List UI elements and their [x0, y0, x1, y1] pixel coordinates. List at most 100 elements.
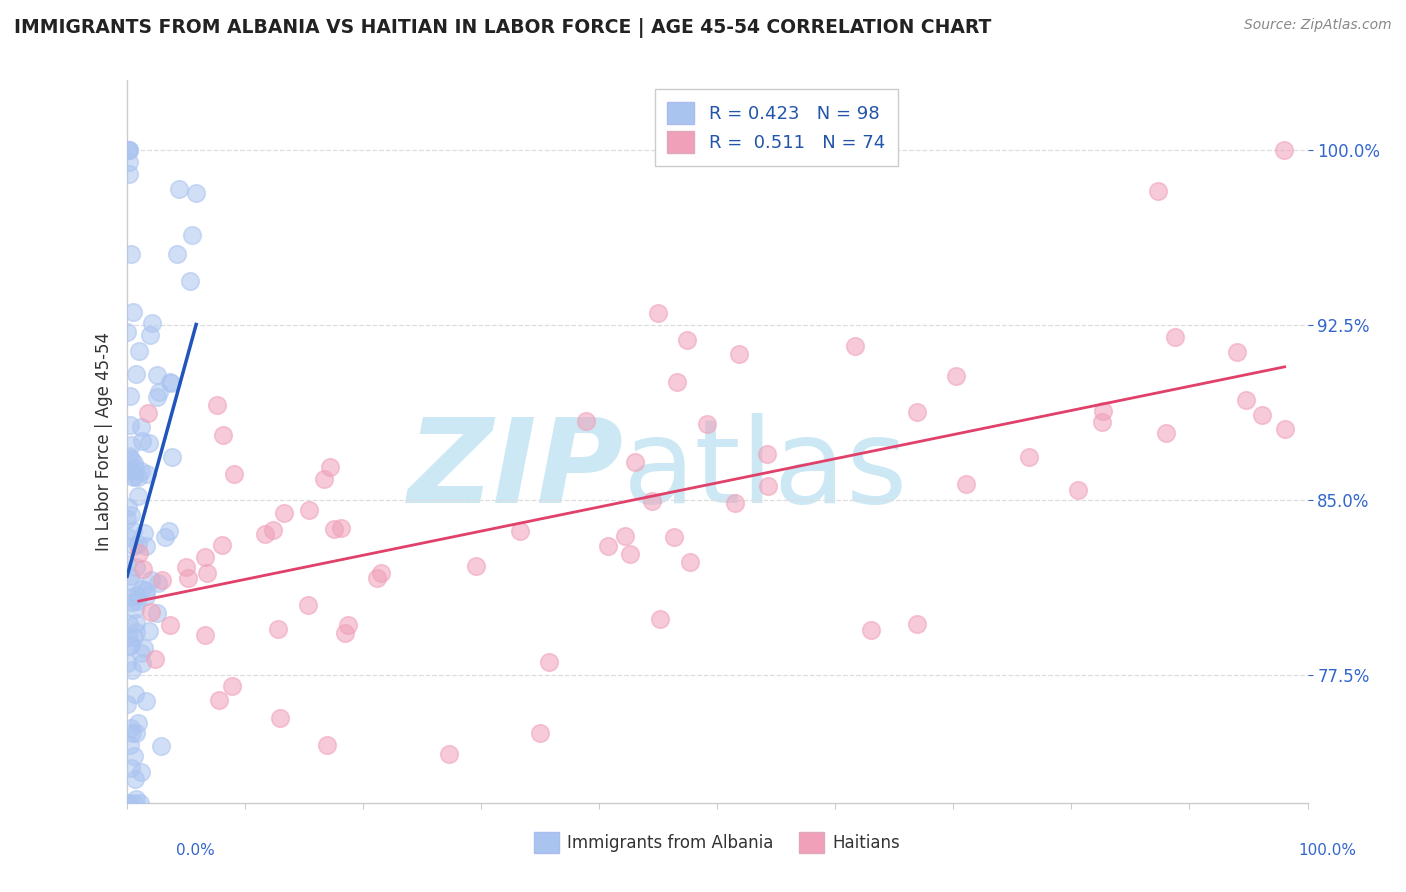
Point — [120, 463, 142, 477]
Point — [955, 477, 977, 491]
Point — [905, 616, 928, 631]
Point — [127, 589, 149, 603]
Point — [120, 639, 142, 653]
Point — [115, 325, 138, 339]
Point — [124, 601, 146, 615]
Point — [907, 405, 929, 419]
Point — [370, 566, 392, 581]
Point — [135, 694, 157, 708]
Point — [118, 389, 141, 403]
Point — [1091, 404, 1114, 418]
Point — [141, 316, 163, 330]
Point — [323, 522, 346, 536]
Point — [122, 524, 145, 539]
Point — [118, 143, 141, 157]
Point — [728, 347, 751, 361]
Point — [115, 796, 138, 810]
Point — [131, 434, 153, 448]
Point — [127, 593, 149, 607]
Point — [120, 452, 142, 467]
Point — [141, 606, 163, 620]
Point — [134, 526, 156, 541]
Point — [122, 575, 145, 590]
Point — [1274, 422, 1296, 436]
Point — [128, 796, 150, 810]
Point — [145, 606, 167, 620]
Point — [127, 489, 149, 503]
Point — [121, 247, 143, 261]
Point — [139, 573, 162, 587]
Point — [336, 617, 359, 632]
Point — [159, 617, 181, 632]
Point — [211, 538, 233, 552]
Text: ZIP: ZIP — [406, 413, 623, 528]
Point — [297, 598, 319, 612]
Point — [224, 467, 246, 481]
Point — [118, 417, 141, 432]
Point — [120, 761, 142, 775]
Point — [118, 167, 141, 181]
Point — [131, 420, 153, 434]
Point — [125, 726, 148, 740]
Point — [253, 527, 276, 541]
Point — [647, 306, 669, 320]
Point — [120, 738, 142, 752]
Point — [150, 573, 173, 587]
Point — [115, 512, 138, 526]
Point — [269, 711, 291, 725]
Point — [945, 369, 967, 384]
Point — [335, 626, 357, 640]
Point — [724, 496, 747, 510]
Point — [129, 464, 152, 478]
Point — [125, 560, 148, 574]
Point — [509, 524, 531, 539]
Point — [596, 539, 619, 553]
Point — [207, 399, 229, 413]
Point — [117, 630, 139, 644]
Point — [166, 247, 188, 261]
Point — [1018, 450, 1040, 464]
Point — [614, 529, 637, 543]
Point — [1272, 143, 1295, 157]
Point — [120, 437, 142, 451]
Point — [676, 333, 699, 347]
Point — [124, 772, 146, 787]
Point — [124, 456, 146, 470]
Point — [129, 764, 152, 779]
Text: 0.0%: 0.0% — [176, 843, 215, 858]
Point — [122, 304, 145, 318]
Point — [146, 575, 169, 590]
Point — [135, 467, 157, 482]
Text: IMMIGRANTS FROM ALBANIA VS HAITIAN IN LABOR FORCE | AGE 45-54 CORRELATION CHART: IMMIGRANTS FROM ALBANIA VS HAITIAN IN LA… — [14, 18, 991, 37]
Point — [756, 447, 779, 461]
Point — [135, 583, 157, 598]
Text: 100.0%: 100.0% — [1299, 843, 1357, 858]
Point — [118, 616, 141, 631]
Point — [650, 612, 672, 626]
Point — [118, 568, 141, 582]
Point — [262, 523, 284, 537]
Point — [125, 625, 148, 640]
Point — [138, 328, 160, 343]
Point — [122, 749, 145, 764]
Point — [115, 656, 138, 670]
Point — [1091, 415, 1114, 429]
Text: Source: ZipAtlas.com: Source: ZipAtlas.com — [1244, 18, 1392, 32]
Point — [131, 582, 153, 597]
Point — [120, 721, 142, 735]
Point — [186, 186, 208, 201]
Point — [149, 739, 172, 753]
Point — [1234, 392, 1257, 407]
Point — [180, 228, 202, 243]
Point — [120, 590, 142, 604]
Point — [125, 615, 148, 630]
Point — [117, 500, 139, 514]
Point — [624, 455, 647, 469]
Point — [619, 547, 641, 561]
Point — [159, 375, 181, 389]
Point — [1146, 184, 1168, 198]
Point — [117, 697, 139, 711]
Point — [662, 530, 685, 544]
Point — [124, 630, 146, 644]
Point — [121, 594, 143, 608]
